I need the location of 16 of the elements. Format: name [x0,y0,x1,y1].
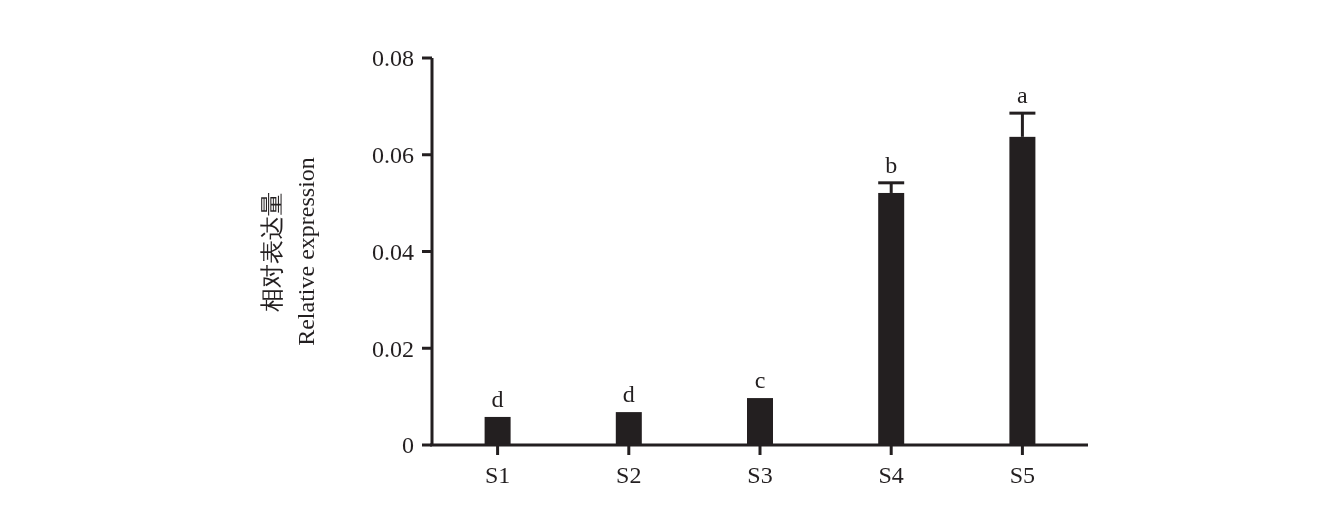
annotation: d [491,385,504,412]
y-axis-title: 相对表达量 Relative expression [259,157,319,346]
x-tick-label: S4 [878,462,904,488]
x-tick-label: S2 [616,462,642,488]
annotation: d [622,381,635,408]
x-tick-label: S5 [1009,462,1036,488]
x-tick-label: S1 [484,462,511,488]
annotation: b [885,151,898,178]
annotation: a [1017,82,1029,109]
y-tick-label: 0 [402,432,414,459]
y-tick-label: 0.08 [372,45,414,72]
x-tick-label: S3 [747,462,773,488]
annotation: c [754,367,766,394]
y-tick-label: 0.04 [372,238,414,265]
y-tick-label: 0.06 [372,142,414,169]
y-tick-label: 0.02 [372,335,414,362]
